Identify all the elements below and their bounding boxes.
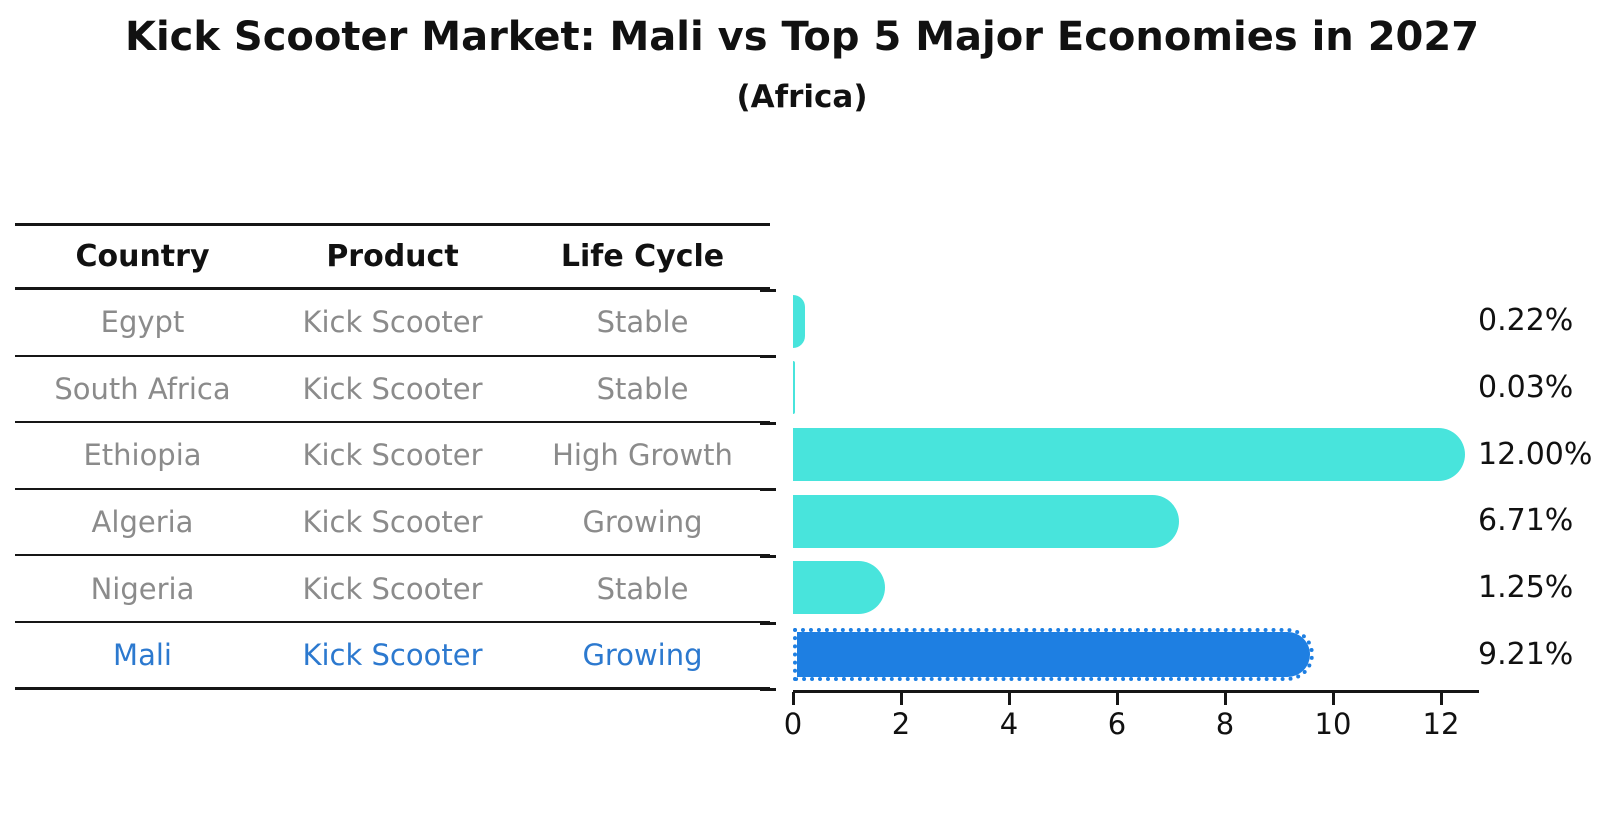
x-tick-mark (1007, 692, 1011, 705)
cell-product: Kick Scooter (302, 571, 483, 606)
value-label: 12.00% (1478, 436, 1593, 472)
data-table: Country Product Life Cycle Egypt Kick Sco… (15, 223, 770, 690)
cell-life-cycle: Growing (582, 505, 703, 540)
cell-life-cycle: Stable (596, 571, 689, 606)
y-tick-mark (760, 688, 776, 692)
x-tick-label: 10 (1314, 707, 1352, 741)
cell-life-cycle: Stable (596, 371, 689, 406)
cell-country: Ethiopia (83, 438, 202, 473)
cell-product: Kick Scooter (302, 637, 483, 672)
x-tick-mark (899, 692, 903, 705)
cell-life-cycle: Stable (596, 305, 689, 340)
x-tick-label: 2 (891, 707, 911, 741)
table-body: Egypt Kick Scooter Stable South Africa Kick … (15, 290, 770, 690)
cell-product: Kick Scooter (302, 371, 483, 406)
header-life-cycle: Life Cycle (560, 239, 725, 274)
cell-country: Nigeria (90, 571, 195, 606)
y-tick-mark (760, 555, 776, 559)
header-product: Product (326, 239, 459, 274)
x-tick-mark (1223, 692, 1227, 705)
x-tick-mark (791, 692, 795, 705)
y-tick-mark (760, 421, 776, 425)
cell-country: South Africa (54, 371, 231, 406)
x-tick-label: 4 (999, 707, 1019, 741)
bar (793, 561, 885, 615)
bar-highlight (793, 628, 1315, 682)
cell-product: Kick Scooter (302, 505, 483, 540)
bar (793, 428, 1465, 482)
table-row: Algeria Kick Scooter Growing (15, 490, 770, 557)
table-row: Egypt Kick Scooter Stable (15, 290, 770, 357)
value-label: 6.71% (1478, 503, 1574, 539)
x-tick-label: 8 (1215, 707, 1235, 741)
value-label: 0.22% (1478, 303, 1574, 339)
y-tick-mark (760, 355, 776, 359)
y-tick-mark (760, 288, 776, 292)
x-tick-label: 0 (783, 707, 803, 741)
value-label: 0.03% (1478, 369, 1574, 405)
cell-country: Egypt (100, 305, 185, 340)
table-row: Ethiopia Kick Scooter High Growth (15, 423, 770, 490)
chart-title: Kick Scooter Market: Mali vs Top 5 Major… (124, 14, 1480, 60)
x-tick-label: 6 (1107, 707, 1127, 741)
table-row: Nigeria Kick Scooter Stable (15, 556, 770, 623)
cell-product: Kick Scooter (302, 305, 483, 340)
bar (793, 294, 805, 348)
table-row: Mali Kick Scooter Growing (15, 623, 770, 690)
x-tick-mark (1439, 692, 1443, 705)
cell-life-cycle: Growing (582, 637, 703, 672)
x-tick-mark (1115, 692, 1119, 705)
bar (793, 494, 1180, 548)
bar (793, 361, 795, 415)
value-label: 9.21% (1478, 636, 1574, 672)
y-tick-mark (760, 621, 776, 625)
x-tick-label: 12 (1422, 707, 1460, 741)
x-axis-spine (793, 690, 1479, 693)
x-tick-mark (1331, 692, 1335, 705)
header-country: Country (75, 239, 210, 274)
cell-country: Algeria (91, 505, 194, 540)
table-row: South Africa Kick Scooter Stable (15, 357, 770, 424)
y-tick-mark (760, 488, 776, 492)
cell-life-cycle: High Growth (552, 438, 733, 473)
table-header-row: Country Product Life Cycle (15, 223, 770, 290)
cell-country: Mali (113, 637, 172, 672)
cell-product: Kick Scooter (302, 438, 483, 473)
chart-subtitle: (Africa) (736, 79, 868, 115)
value-label: 1.25% (1478, 569, 1574, 605)
